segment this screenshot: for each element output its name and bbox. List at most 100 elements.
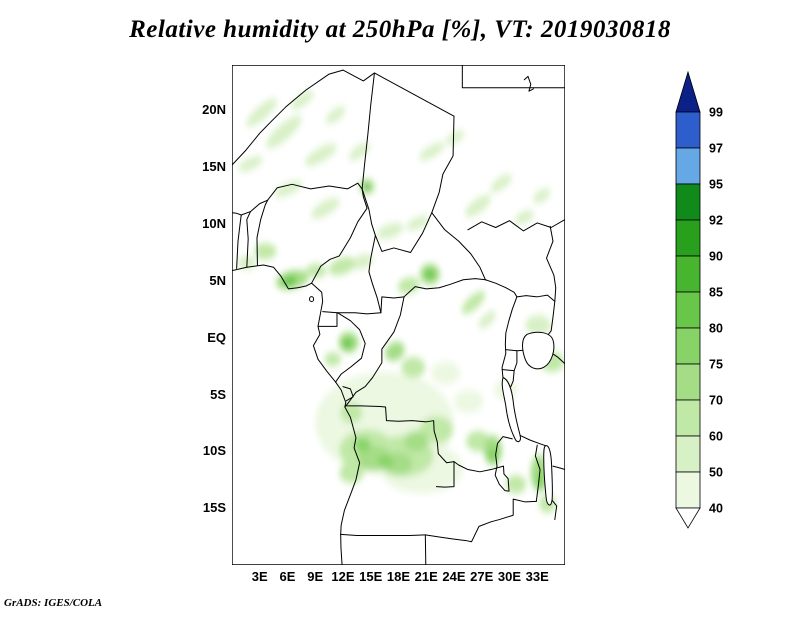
border-tanzania-west: [511, 351, 517, 387]
rh-shaded-region: [376, 222, 404, 239]
border-drc-uganda-rift: [502, 297, 517, 378]
lon-tick-label-30E: 30E: [497, 569, 522, 584]
rh-shaded-region: [325, 106, 346, 124]
lake-malawi: [544, 446, 553, 505]
colorbar-label-97: 97: [709, 142, 723, 156]
colorbar-segment: [675, 435, 701, 473]
colorbar-segment: [675, 147, 701, 185]
lat-tick-label-15N: 15N: [202, 159, 226, 175]
country-borders: [232, 65, 565, 565]
border-egypt-sudan: [462, 65, 565, 88]
border-benin-nigeria: [257, 200, 268, 265]
rh-shaded-region: [265, 115, 302, 149]
border-cabinda: [343, 387, 353, 401]
plot-title: Relative humidity at 250hPa [%], VT: 201…: [129, 16, 671, 43]
colorbar-label-75: 75: [709, 358, 723, 372]
lat-tick-label-20N: 20N: [202, 102, 226, 118]
colorbar-label-85: 85: [709, 286, 723, 300]
lon-tick-label-9E: 9E: [307, 569, 324, 584]
border-tanzania-zambia: [520, 435, 545, 445]
colorbar-segment: [675, 183, 701, 221]
border-angola-namibia: [341, 534, 426, 535]
rh-shaded-region: [406, 215, 430, 231]
border-togo-benin: [247, 212, 251, 268]
rh-shaded-region: [419, 416, 454, 444]
lat-tick-label-15S: 15S: [202, 500, 226, 516]
border-rwanda-burundi: [502, 370, 514, 371]
rh-shaded-region: [254, 243, 277, 260]
lon-tick-label-33E: 33E: [525, 569, 549, 584]
bioko-island: [310, 297, 314, 302]
border-zambia-malawi: [535, 445, 540, 501]
colorbar-label-95: 95: [709, 178, 723, 192]
lat-tick-label-10N: 10N: [202, 216, 226, 232]
border-niger-chad: [362, 73, 374, 189]
border-drc-angola: [347, 406, 454, 463]
rh-shaded-region: [304, 143, 337, 166]
colorbar-segment: [675, 363, 701, 401]
rh-shaded-region: [328, 257, 356, 275]
colorbar-label-70: 70: [709, 394, 723, 408]
colorbar-label-40: 40: [709, 502, 723, 516]
border-nigeria-cameroon: [312, 189, 368, 283]
lon-tick-label-12E: 12E: [331, 569, 355, 584]
border-ubangi: [381, 279, 486, 313]
colorbar-label-99: 99: [709, 106, 723, 120]
lat-tick-label-10S: 10S: [202, 443, 226, 459]
rh-shaded-region: [340, 402, 363, 423]
rh-shaded-region: [351, 254, 374, 270]
colorbar-segment: [675, 471, 701, 509]
lat-tick-label-5N: 5N: [209, 272, 226, 288]
colorbar-segment: [675, 399, 701, 437]
rh-shaded-region: [246, 98, 278, 127]
lon-tick-label-27E: 27E: [470, 569, 494, 584]
rh-shaded-region: [454, 390, 484, 413]
rh-shaded-region: [464, 195, 492, 217]
lon-tick-label-3E: 3E: [251, 569, 268, 584]
colorbar-label-60: 60: [709, 430, 723, 444]
colorbar-label-50: 50: [709, 466, 723, 480]
colorbar-label-80: 80: [709, 322, 723, 336]
lon-tick-label-15E: 15E: [359, 569, 383, 584]
rh-shaded-region: [397, 277, 420, 294]
humidity-shading: [237, 90, 565, 513]
lake-victoria: [523, 332, 554, 369]
border-ethiopia-kenya: [547, 226, 556, 336]
lat-tick-label-5S: 5S: [210, 386, 226, 402]
colorbar-bottom-arrow: [675, 507, 701, 529]
rh-shaded-region: [490, 174, 512, 193]
rh-shaded-region: [419, 142, 445, 161]
border-car-sudan: [432, 213, 486, 280]
border-chad-sudan: [432, 116, 454, 213]
colorbar-segment: [675, 111, 701, 149]
colorbar-label-92: 92: [709, 214, 723, 228]
rh-shaded-region: [445, 130, 465, 145]
rh-shaded-region: [339, 462, 364, 484]
rh-shaded-region: [430, 361, 461, 385]
border-cameroon-south: [323, 312, 381, 314]
colorbar-segment: [675, 219, 701, 257]
border-libya-chad: [343, 70, 454, 116]
border-burkina: [232, 200, 268, 215]
rh-shaded-region: [324, 352, 342, 367]
rh-shaded-region: [404, 430, 429, 452]
lon-tick-label-18E: 18E: [386, 569, 411, 584]
border-ssudan-uganda: [485, 280, 554, 302]
rh-shaded-region: [354, 437, 371, 452]
border-chad-south: [362, 189, 432, 252]
rh-shaded-region: [377, 455, 394, 468]
rh-shaded-region: [424, 268, 436, 280]
rh-shaded-region: [487, 446, 498, 463]
colorbar-segment: [675, 327, 701, 365]
rh-shaded-region: [306, 263, 327, 278]
rh-shaded-region: [514, 210, 534, 225]
rh-shaded-region: [401, 357, 426, 378]
lake-nasser: [524, 76, 533, 91]
colorbar: 99 97 95 92 90 85 80 75 70 60 50 40: [675, 70, 723, 529]
rh-shaded-region: [384, 341, 405, 361]
rh-shaded-region: [342, 338, 353, 349]
lon-tick-label-21E: 21E: [414, 569, 438, 584]
colorbar-top-arrow: [675, 70, 701, 113]
rh-shaded-region: [274, 180, 303, 198]
